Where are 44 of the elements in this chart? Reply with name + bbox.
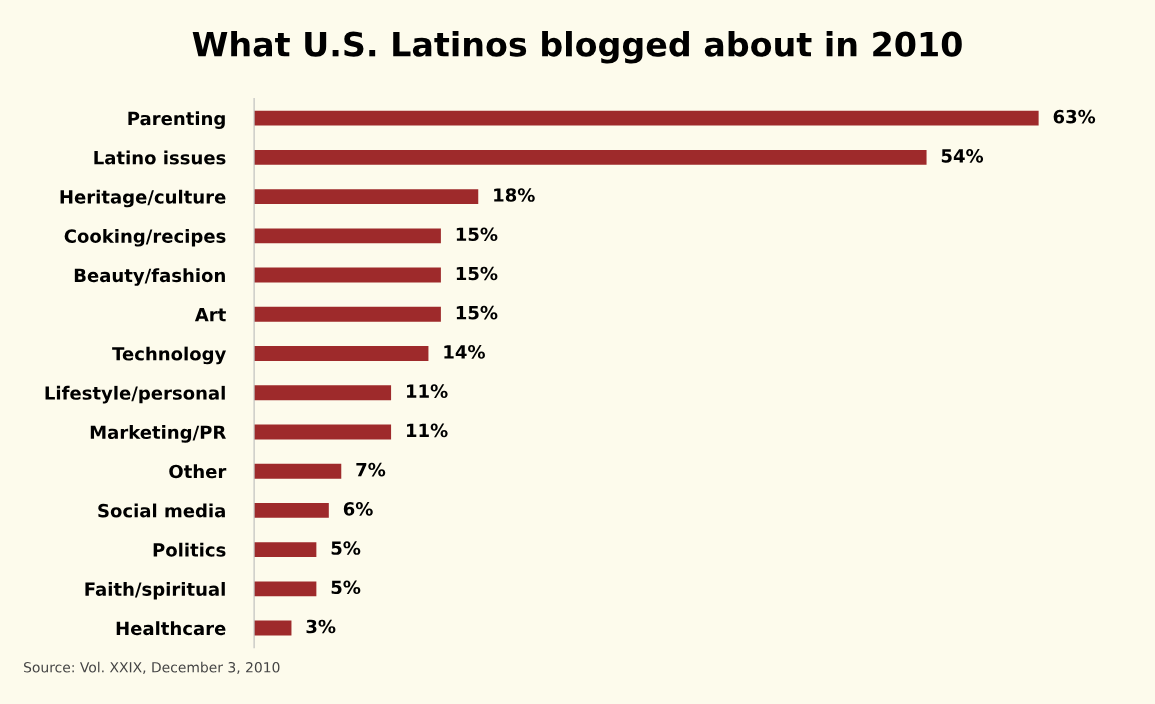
data-label: 11% (407, 423, 448, 438)
y-tick-label: Healthcare (116, 621, 226, 636)
bar (254, 228, 441, 244)
y-tick-label: Heritage/culture (60, 189, 226, 208)
data-label: 54% (941, 148, 984, 163)
bar (254, 620, 292, 636)
bar (254, 542, 317, 558)
bar (254, 385, 392, 401)
y-tick-label: Technology (112, 346, 226, 365)
data-label: 5% (331, 541, 361, 555)
data-label: 63% (1053, 109, 1096, 124)
bar (254, 581, 317, 597)
y-tick-label: Art (194, 307, 226, 322)
y-tick-label: Faith/spiritual (85, 581, 225, 600)
y-tick-label: Social media (98, 503, 225, 518)
data-label: 6% (343, 501, 373, 516)
y-tick-label: Marketing/PR (90, 425, 226, 443)
y-tick-label: Lifestyle/personal (45, 385, 225, 404)
chart-title: What U.S. Latinos blogged about in 2010 (192, 30, 962, 64)
data-label: 3% (306, 619, 336, 634)
bar (254, 346, 429, 361)
data-label: 14% (444, 345, 485, 359)
y-tick-label: Beauty/fashion (74, 268, 225, 286)
bar (254, 424, 392, 440)
data-label: 7% (356, 462, 386, 477)
data-label: 15% (456, 266, 498, 281)
data-label: 18% (494, 188, 535, 202)
data-label: 11% (407, 384, 448, 398)
bar (254, 267, 441, 283)
bar (254, 463, 342, 479)
bar (254, 502, 329, 518)
bar (254, 110, 1039, 126)
data-label: 15% (456, 305, 498, 320)
y-tick-label: Latino issues (94, 150, 226, 165)
bar (254, 306, 441, 322)
y-tick-label: Parenting (128, 111, 225, 129)
y-tick-label: Politics (153, 542, 226, 557)
source-note: Source: Vol. XXIX, December 3, 2010 (24, 661, 280, 674)
y-tick-label: Cooking/recipes (64, 228, 226, 247)
bar (254, 149, 927, 165)
bar (254, 189, 479, 205)
data-label: 5% (331, 580, 361, 595)
y-tick-label: Other (169, 464, 227, 479)
data-label: 15% (456, 227, 498, 242)
